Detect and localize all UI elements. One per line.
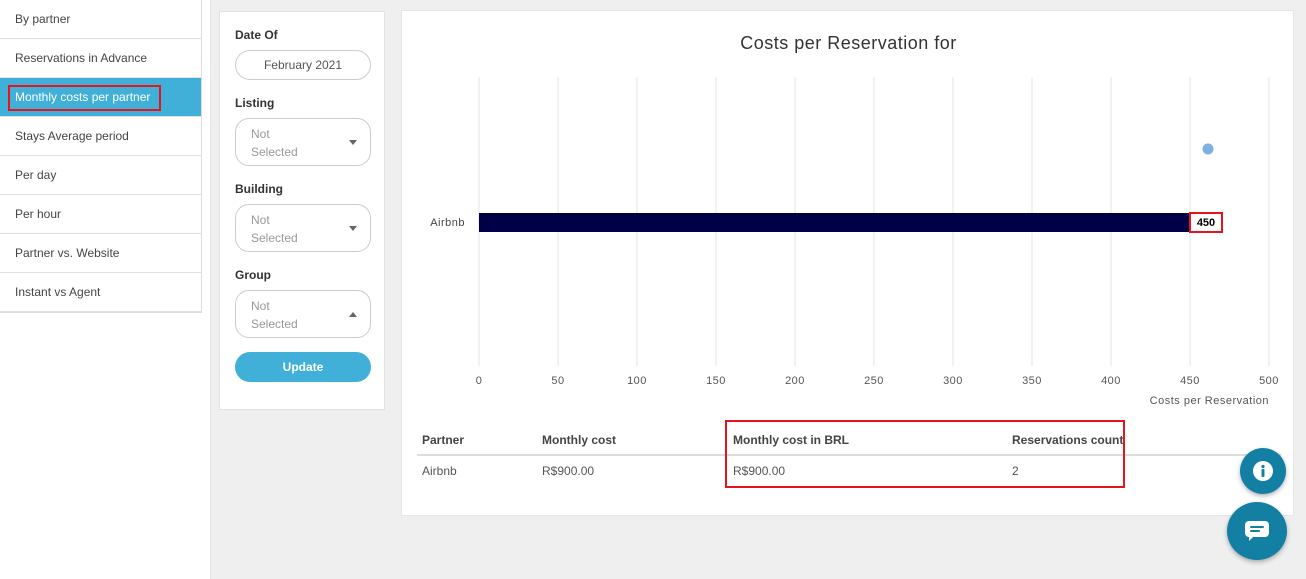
x-tick-label: 0	[476, 375, 483, 387]
x-tick-label: 250	[864, 375, 884, 387]
group-select-value: Not Selected	[251, 299, 297, 331]
caret-down-icon	[349, 226, 357, 231]
date-label: Date Of	[235, 28, 278, 42]
info-button[interactable]	[1240, 448, 1286, 494]
series-marker	[1202, 143, 1214, 155]
building-select[interactable]: Not Selected	[235, 204, 371, 252]
x-tick-label: 350	[1022, 375, 1042, 387]
chat-icon	[1245, 521, 1269, 541]
sidebar-item-reservations-in-advance[interactable]: Reservations in Advance	[0, 39, 201, 78]
x-tick-label: 500	[1259, 375, 1279, 387]
building-select-value: Not Selected	[251, 213, 297, 245]
x-tick-label: 100	[627, 375, 647, 387]
x-tick-label: 300	[943, 375, 963, 387]
sidebar-item-stays-average-period[interactable]: Stays Average period	[0, 117, 201, 156]
data-label-highlight	[1189, 212, 1223, 233]
sidebar-item-instant-vs-agent[interactable]: Instant vs Agent	[0, 273, 201, 312]
x-tick-label: 400	[1101, 375, 1121, 387]
filter-panel: Date Of February 2021 Listing Not Select…	[219, 11, 385, 410]
listing-select-value: Not Selected	[251, 127, 297, 159]
category-label: Airbnb	[430, 217, 465, 229]
group-label: Group	[235, 268, 271, 282]
x-tick-label: 50	[551, 375, 564, 387]
building-label: Building	[235, 182, 283, 196]
x-tick-label: 150	[706, 375, 726, 387]
report-menu: By partner Reservations in Advance Month…	[0, 0, 202, 313]
update-button[interactable]: Update	[235, 352, 371, 382]
column-header-monthly-cost-brl[interactable]: Monthly cost in BRL	[728, 425, 1007, 456]
caret-down-icon	[349, 140, 357, 145]
table-row: Airbnb R$900.00 R$900.00 2	[417, 455, 1281, 485]
cell-monthly-cost: R$900.00	[542, 463, 595, 478]
listing-label: Listing	[235, 96, 275, 110]
sidebar-item-monthly-costs-per-partner[interactable]: Monthly costs per partner	[0, 78, 201, 117]
cost-bar-chart: 0 50 100 150 200 250 300 350 400 450 500 Costs per …	[430, 77, 1279, 407]
listing-select[interactable]: Not Selected	[235, 118, 371, 166]
caret-up-icon	[349, 312, 357, 317]
cell-partner: Airbnb	[422, 463, 457, 478]
info-icon	[1253, 461, 1273, 481]
x-tick-label: 200	[785, 375, 805, 387]
data-label: 450	[1197, 217, 1215, 229]
group-select[interactable]: Not Selected	[235, 290, 371, 338]
cell-monthly-cost-brl: R$900.00	[733, 463, 786, 478]
column-header-monthly-cost[interactable]: Monthly cost	[537, 425, 728, 456]
sidebar-item-partner-vs-website[interactable]: Partner vs. Website	[0, 234, 201, 273]
x-tick-label: 450	[1180, 375, 1200, 387]
report-sidebar: By partner Reservations in Advance Month…	[0, 0, 211, 579]
column-header-reservations-count[interactable]: Reservations count	[1007, 425, 1281, 456]
chart-panel: Costs per Reservation for 0 50 100 150 200 25…	[401, 10, 1294, 516]
sidebar-item-by-partner[interactable]: By partner	[0, 0, 201, 39]
x-axis-label: Costs per Reservation	[1150, 395, 1269, 407]
table-header-row: Partner Monthly cost Monthly cost in BRL…	[417, 425, 1281, 456]
sidebar-item-label: Monthly costs per partner	[15, 90, 151, 104]
bar	[479, 213, 1190, 232]
column-header-partner[interactable]: Partner	[417, 425, 537, 456]
cell-reservations-count: 2	[1012, 463, 1019, 478]
sidebar-item-per-hour[interactable]: Per hour	[0, 195, 201, 234]
costs-table: Partner Monthly cost Monthly cost in BRL…	[417, 425, 1281, 485]
chart-title: Costs per Reservation for	[740, 33, 957, 53]
highlight-box	[8, 85, 161, 111]
sidebar-item-per-day[interactable]: Per day	[0, 156, 201, 195]
chat-button[interactable]	[1227, 502, 1287, 560]
date-picker[interactable]: February 2021	[235, 50, 371, 80]
